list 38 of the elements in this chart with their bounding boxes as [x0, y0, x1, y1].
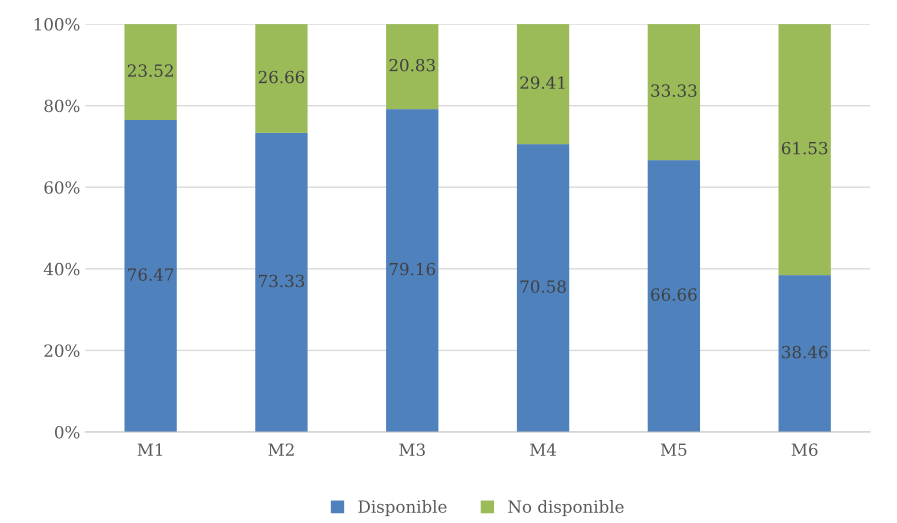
legend-label: No disponible — [508, 500, 624, 516]
x-tick-label: M1 — [138, 443, 162, 456]
data-label: 29.41 — [520, 76, 565, 89]
data-label: 26.66 — [258, 70, 304, 84]
bar — [778, 275, 831, 432]
bar — [255, 132, 308, 432]
data-label: 20.83 — [390, 58, 435, 72]
data-label: 66.66 — [651, 288, 697, 301]
data-label: 70.58 — [520, 280, 566, 293]
bar — [386, 24, 438, 110]
bar — [124, 24, 177, 120]
bar — [124, 120, 177, 432]
x-tick-label: M4 — [530, 443, 556, 456]
bar — [516, 144, 570, 432]
y-tick-label: 0% — [55, 426, 80, 439]
y-tick-label: 20% — [44, 344, 80, 357]
bar — [648, 24, 700, 160]
data-label: 33.33 — [651, 84, 696, 97]
x-tick-label: M2 — [268, 443, 294, 456]
data-label: 73.33 — [258, 274, 304, 288]
bar — [516, 24, 570, 144]
x-tick-label: M5 — [660, 444, 686, 456]
data-label: 38.46 — [782, 346, 828, 358]
x-tick-label: M3 — [399, 443, 425, 456]
x-tick-label: M6 — [792, 443, 818, 456]
legend-label: Disponible — [358, 500, 447, 516]
data-label: 79.16 — [390, 262, 436, 276]
bar — [648, 160, 700, 432]
y-tick-label: 40% — [44, 262, 80, 276]
data-label: 61.53 — [782, 142, 828, 154]
y-tick-label: 80% — [44, 100, 80, 112]
data-label: 23.52 — [128, 64, 173, 77]
data-label: 76.47 — [128, 268, 174, 281]
y-tick-label: 60% — [44, 181, 80, 194]
y-tick-label: 100% — [34, 18, 80, 31]
bar — [778, 24, 831, 276]
bar — [386, 109, 438, 432]
bar — [255, 24, 308, 133]
